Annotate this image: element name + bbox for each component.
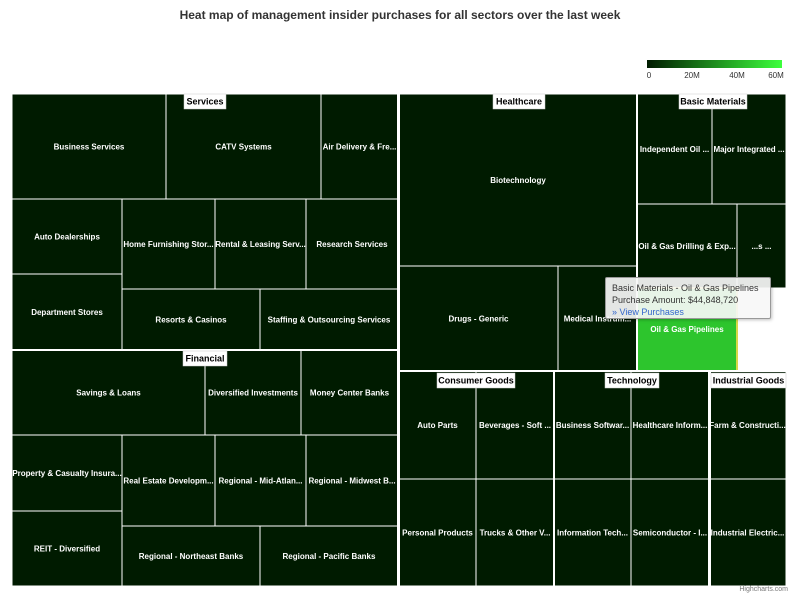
treemap-cell-savings-loans[interactable] (11, 349, 206, 436)
treemap-cell-label: Beverages - Soft ... (479, 421, 551, 430)
sector-outline (708, 370, 788, 588)
treemap-cell-label: Business Softwar... (556, 421, 629, 430)
treemap-cell-label: Savings & Loans (76, 389, 141, 398)
treemap-cell-label: Research Services (316, 240, 388, 249)
treemap-cell-label: Auto Parts (417, 421, 458, 430)
sector-label-financial: Financial (185, 353, 224, 363)
tooltip-amount: Purchase Amount: $44,848,720 (612, 295, 739, 305)
tooltip: Basic Materials - Oil & Gas Pipelines Pu… (605, 277, 771, 319)
treemap-cell-label: Medical Instrum... (564, 315, 632, 324)
treemap-cell-label: Industrial Electric... (711, 529, 785, 538)
sector-label-consumer-goods: Consumer Goods (438, 375, 514, 385)
legend-gradient-bar (647, 60, 782, 68)
treemap-cell-label: Money Center Banks (310, 389, 390, 398)
treemap-cell-label: Diversified Investments (208, 389, 298, 398)
treemap-cell-catv-systems[interactable] (165, 93, 322, 200)
treemap-cell-label: Resorts & Casinos (155, 316, 227, 325)
treemap-cell-label: Rental & Leasing Serv... (215, 240, 306, 249)
treemap-cell-label: Trucks & Other V... (480, 529, 551, 538)
treemap-cell-air-delivery-fre[interactable] (320, 93, 399, 200)
treemap-cell-information-tech[interactable] (553, 478, 632, 587)
treemap-cell-biotechnology[interactable] (398, 93, 638, 267)
treemap-cell-personal-products[interactable] (398, 478, 477, 587)
view-purchases-link[interactable]: » View Purchases (612, 307, 684, 317)
treemap-cell-label: Major Integrated ... (713, 145, 784, 154)
sector-label-box (678, 93, 748, 110)
sector-label-box (710, 372, 787, 389)
treemap-cell-trucks-other-v[interactable] (475, 478, 555, 587)
treemap-cell-reit-diversified[interactable] (11, 510, 123, 587)
treemap-cell-regional-northeast-banks[interactable] (121, 525, 261, 587)
treemap-cell-label: Home Furnishing Stor... (123, 240, 213, 249)
sector-label-healthcare: Healthcare (496, 96, 542, 106)
treemap-cell-label: Information Tech... (557, 529, 628, 538)
chart-title: Heat map of management insider purchases… (179, 8, 621, 22)
treemap-cell-label: Property & Casualty Insura... (12, 469, 121, 478)
treemap-cell-label: Department Stores (31, 308, 103, 317)
treemap-cell-label: Healthcare Inform... (633, 421, 708, 430)
treemap-cell-independent-oil[interactable] (636, 93, 713, 205)
legend-tick: 0 (646, 71, 652, 80)
sector-label-basic-materials: Basic Materials (680, 96, 746, 106)
treemap-cell-label: Regional - Midwest B... (308, 477, 395, 486)
treemap-cell-label: Real Estate Developm... (123, 477, 213, 486)
treemap-cell-label: Business Services (54, 143, 125, 152)
sector-label-box (492, 93, 546, 110)
treemap-cell-label: Regional - Mid-Atlan... (219, 477, 303, 486)
treemap-cell-real-estate-developm[interactable] (121, 434, 216, 527)
treemap-cell-label: Farm & Constructi... (709, 421, 785, 430)
sector-label-services: Services (186, 96, 223, 106)
legend-tick: 60M (768, 71, 784, 80)
treemap-cell-label: Personal Products (402, 529, 473, 538)
credits-link[interactable]: Highcharts.com (739, 586, 788, 593)
treemap-cell-label: Regional - Pacific Banks (283, 552, 376, 561)
tooltip-header: Basic Materials - Oil & Gas Pipelines (612, 283, 759, 293)
treemap-cell-research-services[interactable] (305, 198, 399, 290)
treemap-cell-drugs-generic[interactable] (398, 265, 559, 372)
treemap-cell-business-services[interactable] (11, 93, 167, 200)
treemap-cell-regional-midwest-b[interactable] (305, 434, 399, 527)
treemap-cell-label: Regional - Northeast Banks (139, 552, 244, 561)
treemap-cell-label: Oil & Gas Drilling & Exp... (638, 242, 735, 251)
treemap-cell-rental-leasing-serv[interactable] (214, 198, 307, 290)
treemap-cell-label: ...s ... (751, 242, 771, 251)
treemap-cell-label: Semiconductor - I... (633, 529, 707, 538)
treemap-cell-label: Independent Oil ... (640, 145, 709, 154)
legend-tick: 20M (684, 71, 700, 80)
treemap-cell-staffing-outsourcing-services[interactable] (259, 288, 399, 351)
treemap-cell-regional-pacific-banks[interactable] (259, 525, 399, 587)
sector-label-industrial-goods: Industrial Goods (713, 375, 785, 385)
treemap-cell-industrial-electric[interactable] (708, 478, 787, 587)
sector-label-box (182, 350, 228, 367)
treemap-cell-label: Auto Dealerships (34, 233, 100, 242)
treemap-cell-money-center-banks[interactable] (300, 349, 399, 436)
color-legend: 0 20M 40M 60M (645, 56, 785, 86)
treemap-cell-department-stores[interactable] (11, 273, 123, 351)
treemap-cell-label: CATV Systems (215, 143, 272, 152)
treemap-cell-s[interactable] (736, 203, 787, 289)
legend-tick: 40M (729, 71, 745, 80)
treemap-cell-label: Biotechnology (490, 176, 546, 185)
sector-label-box (436, 372, 516, 389)
treemap-cell-label: REIT - Diversified (34, 545, 100, 554)
treemap-cell-auto-dealerships[interactable] (11, 198, 123, 275)
treemap-cell-label: Staffing & Outsourcing Services (268, 316, 391, 325)
sector-label-box (183, 93, 227, 110)
sector-label-technology: Technology (607, 375, 657, 385)
treemap-cell-label: Oil & Gas Pipelines (650, 325, 724, 334)
treemap-cell-label: Air Delivery & Fre... (323, 143, 397, 152)
sector-label-box (604, 372, 660, 389)
treemap-cell-label: Drugs - Generic (448, 315, 509, 324)
